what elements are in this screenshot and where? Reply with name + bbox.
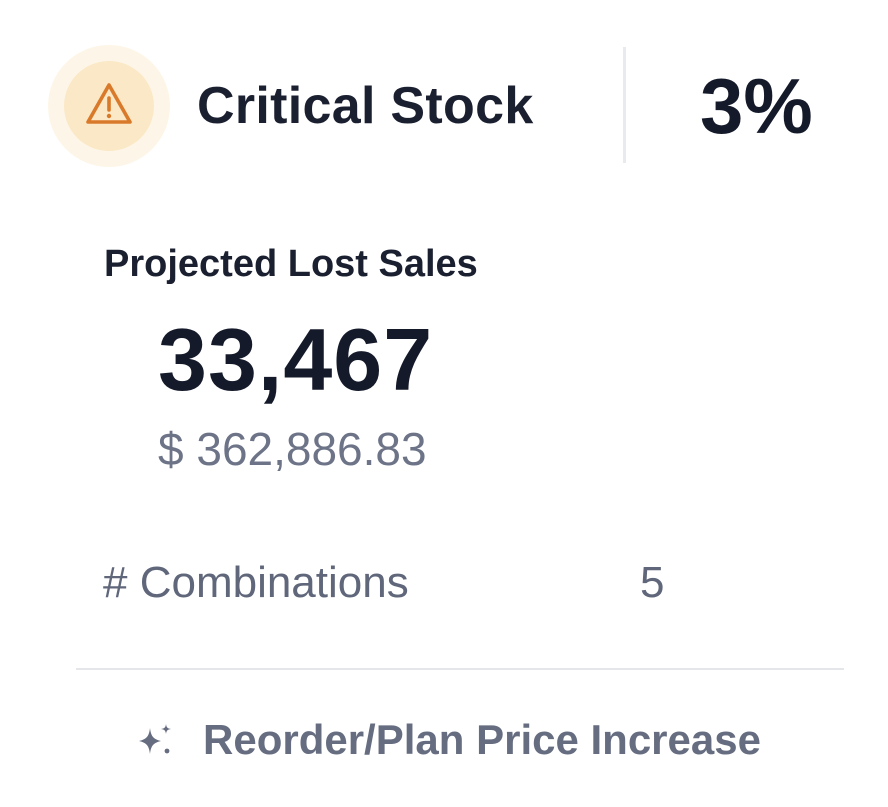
combinations-label: # Combinations: [103, 558, 409, 607]
warning-triangle-icon: [84, 81, 134, 132]
combinations-value: 5: [640, 558, 665, 607]
warning-icon-badge: [48, 45, 170, 167]
action-label: Reorder/Plan Price Increase: [203, 716, 761, 763]
lost-sales-units: 33,467: [158, 310, 434, 409]
card-title: Critical Stock: [197, 77, 534, 135]
lost-sales-label: Projected Lost Sales: [104, 243, 478, 285]
footer-divider: [76, 668, 844, 670]
header-divider: [623, 47, 626, 163]
lost-sales-amount: $ 362,886.83: [158, 423, 427, 475]
reorder-plan-price-increase-button[interactable]: Reorder/Plan Price Increase: [135, 712, 761, 768]
sparkle-icon: [135, 720, 175, 760]
critical-percent: 3%: [700, 62, 813, 150]
